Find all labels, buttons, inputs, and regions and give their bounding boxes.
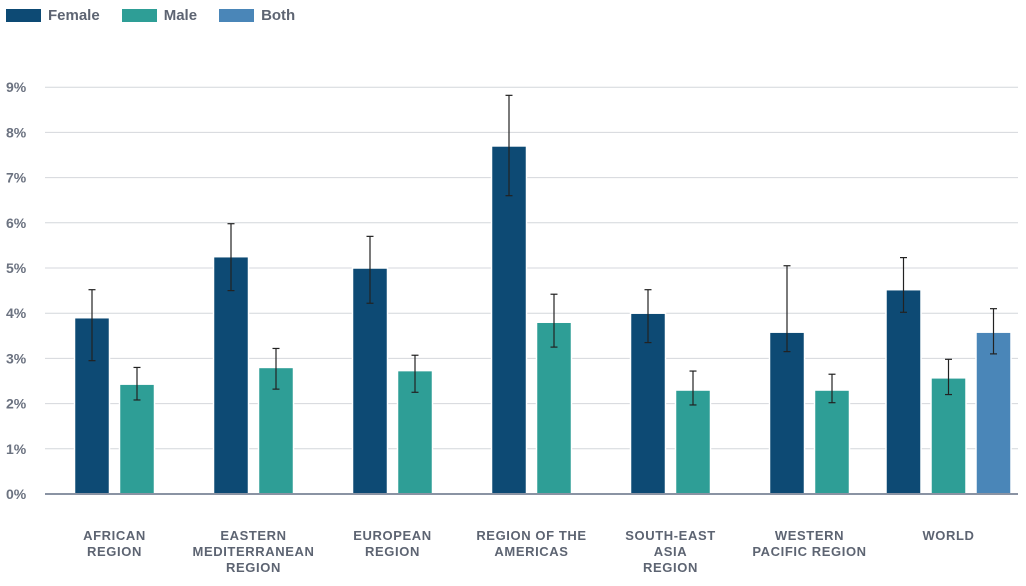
x-tick-label-line: PACIFIC REGION [752,544,866,559]
x-tick-label: WESTERN PACIFIC REGION [752,528,866,559]
x-tick-label-line: REGION [87,544,142,559]
x-tick-label: AFRICAN REGION [83,528,146,559]
x-tick-label-line: ASIA [654,544,687,559]
y-tick-label: 9% [6,79,27,95]
bar-female [492,146,527,494]
y-tick-label: 7% [6,170,27,186]
x-tick-label: EUROPEAN REGION [353,528,431,559]
bar-male [931,378,966,494]
x-tick-label-line: REGION [643,560,698,575]
x-tick-label-line: EASTERN [220,528,286,543]
x-tick-label: SOUTH-EAST ASIA REGION [625,528,716,575]
y-tick-label: 1% [6,441,27,457]
y-tick-label: 6% [6,215,27,231]
x-tick-label: WORLD [922,528,974,543]
bar-male [537,322,572,494]
bar-female [214,257,249,494]
bar-both [976,332,1011,494]
x-tick-label-line: REGION OF THE [476,528,586,543]
x-tick-label-line: REGION [365,544,420,559]
x-tick-label-line: SOUTH-EAST [625,528,716,543]
y-tick-label: 8% [6,124,27,140]
y-tick-label: 5% [6,260,27,276]
y-tick-label: 4% [6,305,27,321]
y-tick-label: 0% [6,486,27,502]
x-tick-label-line: EUROPEAN [353,528,431,543]
x-tick-label-line: WORLD [922,528,974,543]
y-tick-label: 2% [6,396,27,412]
x-tick-label-line: AMERICAS [494,544,568,559]
x-tick-label-line: WESTERN [775,528,844,543]
bar-male [120,384,155,494]
x-tick-label: REGION OF THE AMERICAS [476,528,586,559]
bar-female [886,290,921,494]
x-tick-label-line: REGION [226,560,281,575]
y-tick-label: 3% [6,350,27,366]
x-tick-label-line: MEDITERRANEAN [193,544,315,559]
x-tick-label-line: AFRICAN [83,528,146,543]
bar-male [676,390,711,494]
bar-female [770,332,805,494]
x-tick-label: EASTERN MEDITERRANEAN REGION [193,528,315,575]
bar-male [815,390,850,494]
